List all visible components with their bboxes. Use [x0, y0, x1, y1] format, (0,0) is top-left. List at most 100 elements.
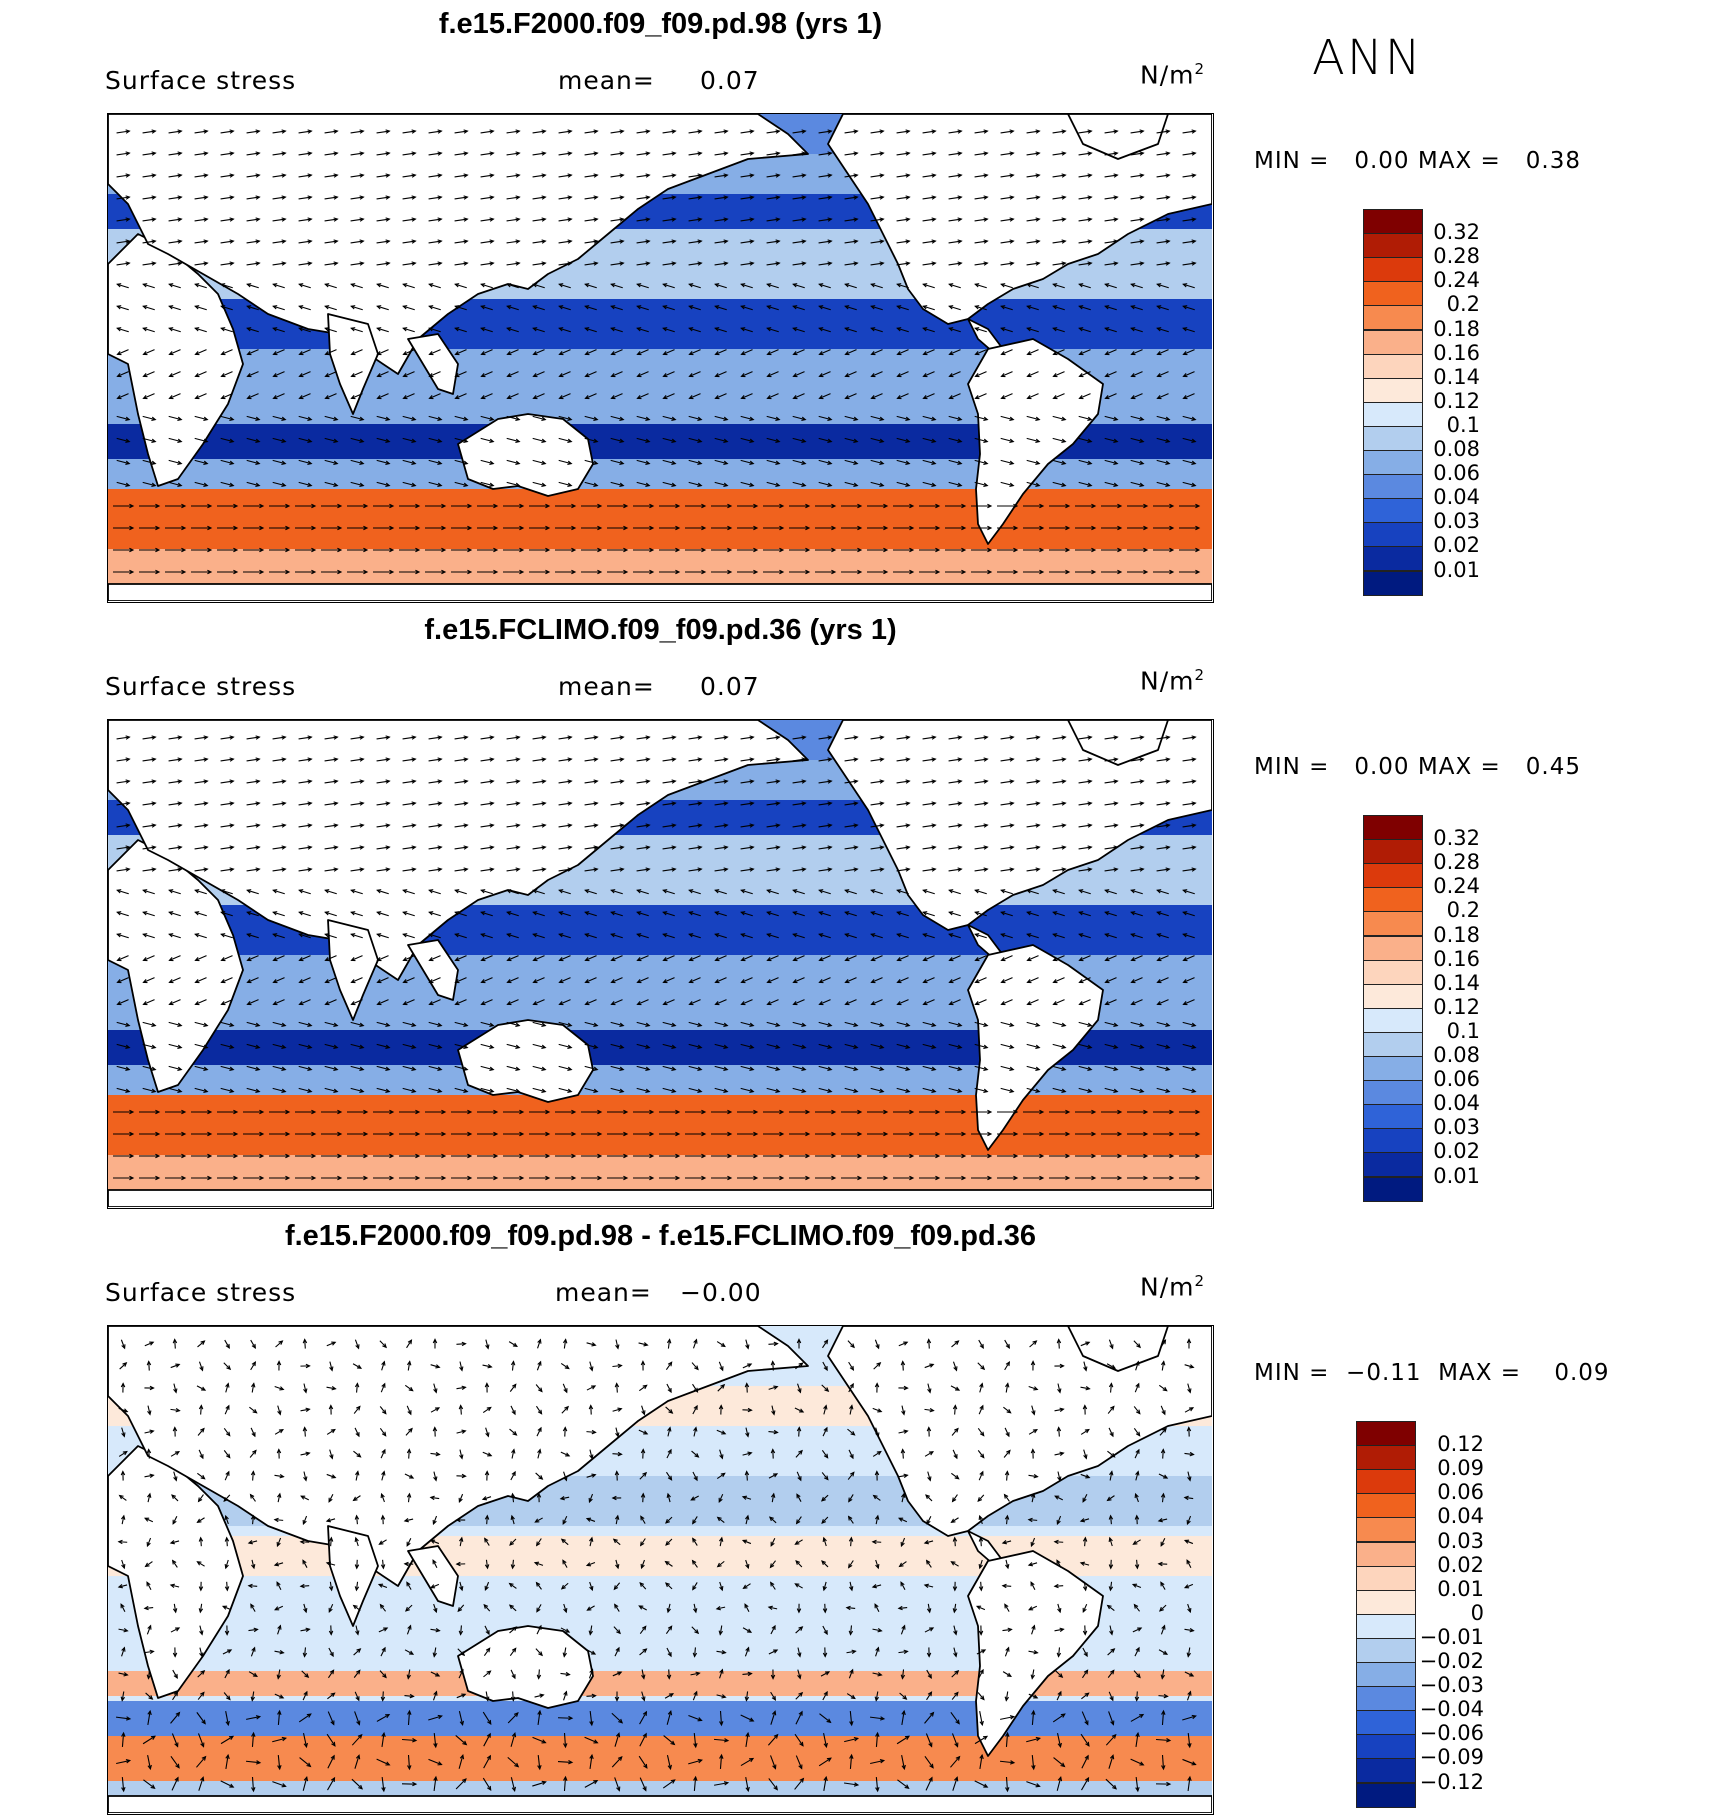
stress-arrow	[637, 305, 649, 311]
stress-arrowhead	[203, 173, 209, 178]
stress-arrowhead	[879, 217, 885, 222]
colorbar-swatch	[1363, 1056, 1423, 1082]
stress-arrow	[768, 1343, 778, 1345]
stress-arrow	[117, 349, 129, 355]
stress-arrow	[584, 1043, 598, 1049]
stress-arrow	[1026, 437, 1040, 443]
colorbar-swatch	[1363, 281, 1423, 307]
stress-arrowhead	[818, 956, 824, 962]
stress-arrow	[324, 174, 338, 178]
stress-arrow	[250, 1647, 256, 1657]
stress-arrowhead	[177, 1066, 183, 1071]
stress-arrowhead	[797, 1652, 802, 1658]
stress-arrow	[223, 1362, 231, 1370]
stress-arrowhead	[1009, 823, 1015, 828]
stress-arrowhead	[203, 1044, 209, 1049]
stress-arrow	[610, 868, 624, 872]
stress-arrow	[379, 1406, 387, 1414]
stress-arrowhead	[723, 151, 729, 156]
stress-arrowhead	[1163, 1474, 1169, 1479]
stress-arrow	[195, 327, 207, 333]
stress-arrowhead	[870, 911, 876, 916]
stress-arrowhead	[593, 845, 599, 850]
stress-arrow	[168, 415, 182, 421]
stress-arrowhead	[463, 195, 469, 200]
stress-arrowhead	[613, 1585, 619, 1591]
stress-arrowhead	[879, 845, 885, 850]
stress-arrow	[272, 240, 286, 244]
stress-arrowhead	[1157, 1561, 1163, 1567]
stress-arrowhead	[623, 1131, 629, 1137]
stress-arrow	[637, 371, 649, 377]
stress-arrowhead	[957, 129, 963, 134]
stress-arrowhead	[463, 1022, 469, 1027]
stress-arrow	[845, 999, 857, 1005]
stress-arrow	[848, 1560, 854, 1568]
stress-arrowhead	[619, 173, 625, 178]
stress-arrow	[821, 1449, 829, 1459]
stress-arrow	[1052, 758, 1066, 762]
stress-arrowhead	[597, 1153, 603, 1159]
stress-arrow	[744, 1604, 750, 1612]
stress-arrow	[248, 1628, 258, 1632]
stress-arrow	[612, 1671, 622, 1677]
stress-arrowhead	[1030, 1448, 1036, 1454]
stress-arrow	[558, 1087, 572, 1093]
stress-arrowhead	[593, 735, 599, 740]
stress-arrowhead	[900, 1448, 906, 1454]
stress-arrowhead	[276, 1674, 281, 1680]
stress-arrowhead	[961, 547, 967, 553]
stress-arrow	[1000, 459, 1014, 465]
stress-arrowhead	[879, 129, 885, 134]
stress-arrowhead	[805, 503, 811, 509]
stress-arrowhead	[749, 1066, 755, 1071]
stress-arrowhead	[1165, 735, 1171, 740]
stress-arrow	[560, 1363, 570, 1369]
stress-arrowhead	[571, 1131, 577, 1137]
stress-arrow	[1000, 1065, 1014, 1071]
stress-arrow	[792, 846, 806, 850]
stress-arrowhead	[797, 1388, 802, 1394]
stress-arrow	[616, 1471, 618, 1481]
stress-arrowhead	[666, 1674, 672, 1680]
stress-arrowhead	[671, 1044, 677, 1049]
stress-arrowhead	[614, 1514, 620, 1520]
stress-arrowhead	[324, 372, 330, 378]
stress-arrow	[405, 1604, 413, 1612]
stress-arrowhead	[961, 525, 967, 531]
stress-arrow	[847, 1340, 855, 1348]
stress-arrow	[485, 1339, 489, 1349]
stress-arrow	[795, 1583, 803, 1589]
stress-arrowhead	[818, 327, 824, 332]
stress-arrowhead	[168, 889, 174, 894]
stress-arrowhead	[876, 1362, 882, 1367]
stress-arrow	[117, 889, 129, 895]
stress-arrow	[273, 305, 285, 311]
stress-arrow	[1182, 196, 1196, 200]
stress-arrow	[455, 393, 467, 399]
stress-arrowhead	[1130, 283, 1136, 288]
stress-arrowhead	[558, 305, 564, 310]
stress-arrowhead	[879, 173, 885, 178]
stress-arrowhead	[198, 1586, 204, 1592]
stress-arrowhead	[1189, 1364, 1195, 1369]
stress-arrowhead	[411, 757, 417, 762]
stress-arrowhead	[1117, 503, 1123, 509]
stress-arrowhead	[961, 1131, 967, 1137]
stress-arrow	[480, 218, 494, 222]
stress-arrow	[1133, 1406, 1141, 1414]
stress-arrowhead	[822, 1608, 828, 1614]
stress-arrow	[584, 174, 598, 178]
stress-arrowhead	[827, 239, 833, 244]
stress-arrow	[116, 174, 130, 178]
stress-arrow	[1078, 218, 1092, 222]
stress-arrow	[896, 1065, 910, 1071]
stress-arrowhead	[935, 1153, 941, 1159]
stress-arrowhead	[149, 1649, 155, 1655]
stress-arrow	[792, 1021, 806, 1027]
stress-arrow	[562, 1560, 568, 1568]
stress-arrow	[610, 780, 624, 784]
stress-arrowhead	[853, 845, 859, 850]
stress-arrow	[688, 736, 702, 740]
stress-arrow	[1104, 174, 1118, 178]
